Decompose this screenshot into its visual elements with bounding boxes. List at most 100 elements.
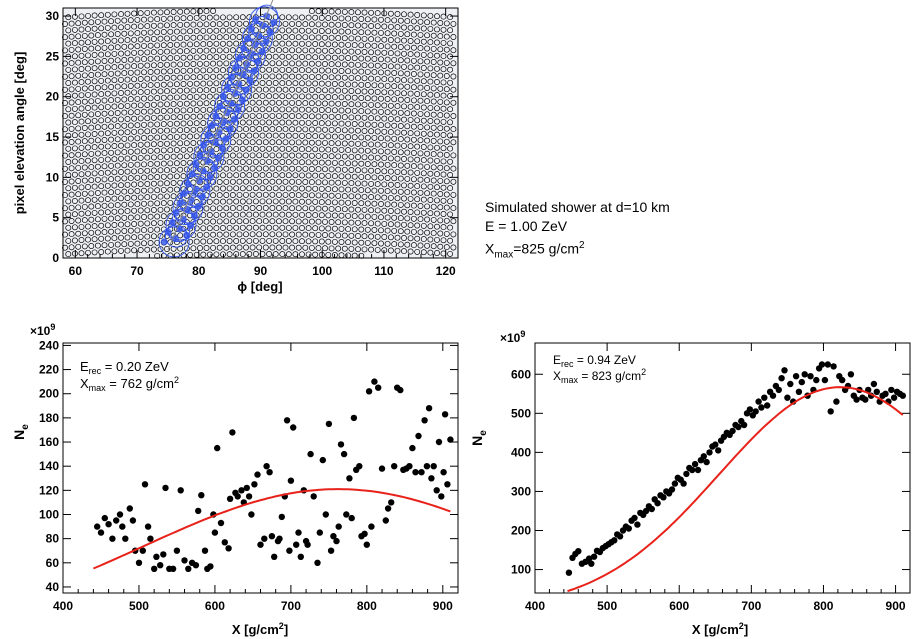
camera-pixel	[243, 205, 249, 211]
camera-pixel	[262, 218, 269, 225]
camera-pixel	[364, 55, 371, 62]
profile-left-exponent: ×109	[30, 322, 55, 338]
data-point	[207, 563, 214, 570]
camera-pixel	[200, 14, 207, 21]
profile-left-y-axis-label: Ne	[11, 424, 31, 440]
camera-pixel	[71, 184, 78, 191]
camera-pixel	[414, 25, 421, 32]
camera-pixel	[404, 215, 411, 222]
camera-pixel	[351, 28, 358, 35]
track-pixel-hit	[258, 48, 266, 55]
camera-pixel	[124, 76, 131, 83]
y-tick-label: 160	[39, 435, 59, 449]
camera-pixel	[269, 218, 276, 225]
camera-pixel	[141, 108, 147, 115]
camera-pixel	[285, 172, 292, 179]
data-point	[340, 450, 348, 458]
camera-pixel	[266, 211, 273, 218]
camera-pixel	[374, 128, 381, 135]
camera-pixel	[430, 72, 437, 79]
camera-pixel	[368, 128, 375, 135]
camera-pixel	[443, 230, 450, 237]
camera-pixel	[249, 86, 256, 93]
camera-pixel	[338, 28, 345, 35]
camera-pixel	[197, 34, 203, 41]
camera-pixel	[289, 20, 296, 27]
camera-pixel	[164, 180, 170, 187]
camera-pixel	[88, 19, 95, 26]
camera-pixel	[345, 147, 352, 154]
camera-pixel	[98, 196, 105, 203]
camera-pixel	[434, 157, 440, 164]
camera-x-axis-label: ϕ [deg]	[237, 279, 282, 294]
camera-pixel	[391, 30, 398, 37]
camera-pixel	[322, 113, 328, 120]
camera-pixel	[124, 234, 131, 241]
camera-pixel	[371, 56, 378, 62]
camera-pixel	[111, 103, 118, 110]
camera-pixel	[289, 178, 296, 185]
camera-pixel	[447, 237, 454, 244]
camera-pixel	[325, 199, 332, 206]
camera-pixel	[414, 156, 421, 163]
camera-pixel	[358, 42, 365, 49]
camera-pixel	[331, 41, 338, 48]
camera-pixel	[137, 49, 144, 56]
camera-pixel	[348, 48, 355, 55]
camera-pixel	[114, 57, 121, 64]
camera-pixel	[190, 100, 197, 107]
track-pixel-hit	[204, 131, 212, 139]
camera-pixel	[75, 99, 82, 106]
camera-pixel	[200, 120, 207, 126]
camera-pixel	[157, 167, 164, 174]
camera-pixel	[328, 232, 335, 239]
camera-pixel	[434, 223, 440, 230]
camera-pixel	[118, 129, 124, 136]
camera-pixel	[118, 24, 124, 31]
camera-pixel	[407, 248, 414, 255]
camera-pixel	[104, 51, 111, 58]
x-tick-label: 800	[357, 599, 377, 613]
camera-pixel	[312, 198, 319, 205]
camera-pixel	[137, 207, 144, 214]
camera-pixel	[108, 228, 115, 235]
camera-pixel	[335, 206, 342, 213]
camera-pixel	[183, 153, 190, 160]
camera-pixel	[272, 66, 279, 73]
y-tick-label: 200	[39, 387, 59, 401]
camera-pixel	[417, 97, 424, 104]
camera-pixel	[98, 38, 105, 45]
camera-pixel	[358, 121, 365, 128]
data-point	[271, 553, 278, 560]
camera-pixel	[292, 238, 299, 245]
camera-pixel	[345, 55, 352, 61]
data-point	[333, 537, 340, 545]
camera-pixel	[91, 209, 98, 216]
camera-pixel	[118, 208, 124, 215]
camera-pixel	[427, 223, 434, 230]
camera-pixel	[233, 211, 240, 218]
camera-pixel	[302, 113, 309, 120]
camera-pixel	[216, 47, 223, 54]
camera-pixel	[368, 36, 375, 43]
camera-pixel	[351, 121, 358, 127]
camera-pixel	[295, 178, 302, 185]
camera-pixel	[394, 50, 401, 57]
camera-pixel	[150, 101, 157, 108]
camera-pixel	[164, 22, 170, 29]
camera-pixel	[141, 161, 147, 168]
camera-pixel	[289, 99, 296, 106]
camera-pixel	[190, 245, 197, 252]
camera-pixel	[154, 252, 161, 259]
data-point	[330, 533, 337, 540]
camera-pixel	[437, 46, 444, 53]
camera-pixel	[272, 172, 279, 179]
camera-pixel	[325, 146, 332, 153]
camera-pixel	[397, 162, 404, 169]
camera-pixel	[368, 220, 375, 227]
camera-pixel	[276, 86, 282, 93]
camera-pixel	[325, 212, 332, 219]
y-tick-label: 140	[39, 459, 59, 473]
camera-pixel	[434, 184, 440, 191]
camera-pixel	[427, 197, 434, 203]
